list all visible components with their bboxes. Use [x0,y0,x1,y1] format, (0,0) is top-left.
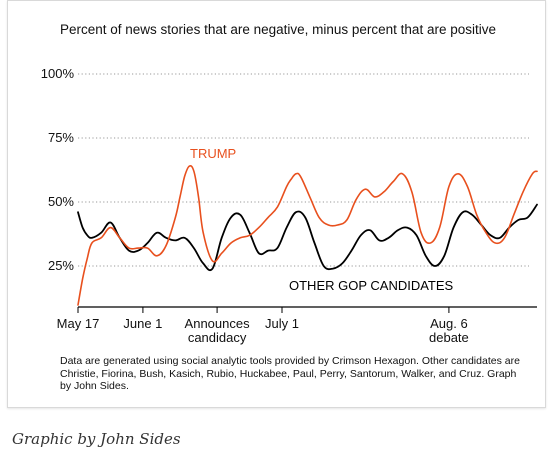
axes [77,306,537,313]
series-lines [77,165,538,306]
chart-frame [7,0,546,408]
x-tick-label: June 1 [123,316,162,331]
y-tick-label: 100% [41,66,75,81]
series-annotation-trump: TRUMP [190,146,236,161]
series-line-trump [77,165,538,306]
tick-labels: 25% 50% 75% 100% May 17 June 1 Announces candid… [41,66,469,345]
graphic-credit: Graphic by John Sides [12,430,181,448]
series-annotation-other-gop-candidates: OTHER GOP CANDIDATES [289,278,454,293]
series-line-other-gop-candidates [77,203,538,272]
chart-title: Percent of news stories that are negativ… [60,22,496,37]
y-tick-label: 50% [48,194,74,209]
x-tick-label: Announces candidacy [185,316,251,345]
y-tick-label: 25% [48,258,74,273]
x-tick-label: July 1 [265,316,299,331]
x-tick-label: May 17 [57,316,100,331]
y-tick-label: 75% [48,130,74,145]
chart-note: Data are generated using social analytic… [60,355,520,392]
gridlines [78,73,529,267]
x-tick-label: Aug. 6 debate [429,316,469,345]
